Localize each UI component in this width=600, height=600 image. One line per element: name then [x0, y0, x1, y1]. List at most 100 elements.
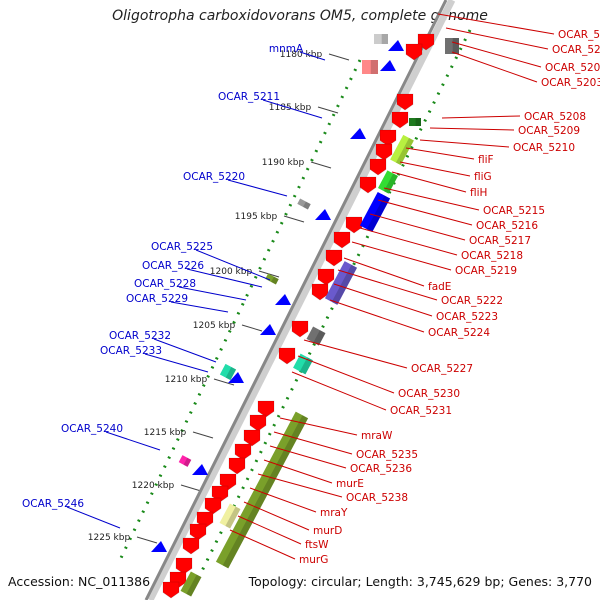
svg-text:OCAR_5230: OCAR_5230 — [398, 388, 460, 400]
red-gene-arrow — [375, 143, 393, 161]
svg-text:ftsW: ftsW — [305, 539, 329, 551]
kbp-tick-mark — [258, 270, 280, 278]
right-gene-label: OCAR_5208 — [441, 111, 586, 123]
right-gene-label: fliH — [391, 171, 487, 199]
grey-gene-box — [297, 198, 311, 210]
svg-text:OCAR_5228: OCAR_5228 — [134, 278, 196, 290]
svg-text:OCAR_5238: OCAR_5238 — [346, 492, 408, 504]
left-gene-label: OCAR_5226 — [142, 260, 263, 288]
red-gene-arrow — [291, 320, 309, 338]
red-gene-arrow — [234, 443, 252, 461]
svg-text:OCAR_5231: OCAR_5231 — [390, 405, 452, 417]
svg-text:OCAR_5203: OCAR_5203 — [541, 77, 600, 89]
red-gene-arrow — [249, 414, 267, 432]
svg-text:OCAR_5211: OCAR_5211 — [218, 91, 280, 103]
right-gene-label: OCAR_5217 — [369, 213, 531, 247]
svg-text:OCAR_5225: OCAR_5225 — [151, 241, 213, 253]
right-gene-label: OCAR_5210 — [419, 139, 575, 154]
label-group: mnmA OCAR_5211 OCAR_5220 OCAR_5225 OCAR_5226… — [22, 13, 600, 566]
blue-gene-arrow — [192, 464, 208, 475]
right-gene-label: mraY — [249, 487, 348, 519]
right-gene-label: fadE — [343, 257, 451, 293]
red-gene-arrow — [317, 268, 335, 286]
green-gene-box — [409, 118, 421, 126]
red-gene-arrow — [257, 400, 275, 418]
left-gene-label: OCAR_5229 — [126, 293, 229, 313]
kbp-tick-mark — [136, 536, 158, 544]
right-gene-label: OCAR_5238 — [257, 473, 408, 504]
svg-text:fliF: fliF — [478, 154, 494, 166]
left-gene-label: OCAR_5232 — [109, 330, 217, 363]
blue-gene-arrow — [380, 60, 396, 71]
kbp-tick-label: 1180 kbp — [280, 50, 323, 60]
red-gene-arrow — [325, 249, 343, 267]
right-gene-label: OCAR_5231 — [291, 371, 452, 417]
svg-text:fadE: fadE — [428, 281, 451, 293]
yellow-gene-box — [219, 503, 241, 529]
red-gene-arrow — [162, 581, 180, 599]
blue-gene-arrow — [151, 541, 167, 552]
right-gene-label: murE — [263, 459, 364, 490]
svg-text:fliH: fliH — [470, 187, 487, 199]
svg-text:OCAR_5216: OCAR_5216 — [476, 220, 538, 232]
grey-gene-box — [445, 38, 459, 54]
svg-text:OCAR_5246: OCAR_5246 — [22, 498, 84, 510]
backbone-group — [144, 0, 456, 600]
svg-text:OCAR_5235: OCAR_5235 — [356, 449, 418, 461]
right-gene-label: ftsW — [237, 515, 329, 551]
red-gene-arrow — [379, 129, 397, 147]
magenta-gene-box — [178, 455, 192, 467]
lime-gene-box — [390, 134, 414, 166]
red-gene-arrow — [405, 43, 423, 61]
svg-text:OCAR_5232: OCAR_5232 — [109, 330, 171, 342]
kbp-tick-label: 1200 kbp — [210, 267, 253, 277]
red-gene-arrow — [182, 537, 200, 555]
right-gene-label: OCAR_5215 — [383, 187, 545, 217]
right-gene-label: OCAR_5203 — [451, 51, 600, 89]
svg-text:OCAR_5224: OCAR_5224 — [428, 327, 490, 339]
svg-text:OCAR_5226: OCAR_5226 — [142, 260, 204, 272]
teal-gene-box — [293, 353, 313, 375]
kbp-tick-label: 1195 kbp — [235, 212, 278, 222]
grey-gene-box — [374, 34, 388, 44]
svg-text:OCAR_5200: OCAR_5200 — [558, 29, 600, 41]
left-gene-label: OCAR_5228 — [134, 278, 247, 301]
kbp-tick-mark — [328, 53, 350, 61]
olive-gene-box — [265, 273, 279, 285]
kbp-tick-mark — [241, 324, 263, 332]
olive-gene-box — [180, 571, 202, 597]
grey-gene-box — [306, 326, 326, 346]
right-gene-label: OCAR_5209 — [429, 125, 580, 137]
left-gene-label: OCAR_5220 — [183, 171, 288, 197]
kbp-tick-label: 1210 kbp — [165, 375, 208, 385]
svg-text:murD: murD — [313, 525, 342, 537]
map-title: Oligotropha carboxidovorans OM5, complet… — [112, 8, 488, 24]
red-gene-arrow — [345, 216, 363, 234]
svg-text:OCAR_5217: OCAR_5217 — [469, 235, 531, 247]
svg-text:OCAR_5220: OCAR_5220 — [183, 171, 245, 183]
right-gene-label: murD — [243, 501, 342, 537]
left-gene-label: OCAR_5246 — [22, 498, 121, 529]
right-gene-label: OCAR_5222 — [337, 269, 503, 307]
red-gene-arrow — [189, 523, 207, 541]
right-gene-label: fliG — [399, 161, 492, 183]
svg-text:mraW: mraW — [361, 430, 393, 442]
right-gene-label: OCAR_5216 — [377, 199, 538, 232]
kbp-tick-mark — [283, 215, 305, 223]
kbp-tick-label: 1205 kbp — [193, 321, 236, 331]
svg-text:OCAR_5209: OCAR_5209 — [518, 125, 580, 137]
genome-stats-text: Topology: circular; Length: 3,745,629 bp… — [248, 574, 592, 589]
blue-gene-arrow — [315, 209, 331, 220]
svg-text:OCAR_5208: OCAR_5208 — [524, 111, 586, 123]
blue-gene-arrow — [228, 372, 244, 383]
feature-group — [151, 33, 459, 599]
accession-text: Accession: NC_011386 — [8, 574, 151, 589]
svg-text:OCAR_5227: OCAR_5227 — [411, 363, 473, 375]
kbp-tick-mark — [213, 378, 235, 386]
kbp-tick-label: 1225 kbp — [88, 533, 131, 543]
right-gene-label: OCAR_5201 — [445, 27, 600, 56]
backbone-line — [144, 0, 448, 600]
svg-text:OCAR_5219: OCAR_5219 — [455, 265, 517, 277]
svg-text:fliG: fliG — [474, 171, 492, 183]
